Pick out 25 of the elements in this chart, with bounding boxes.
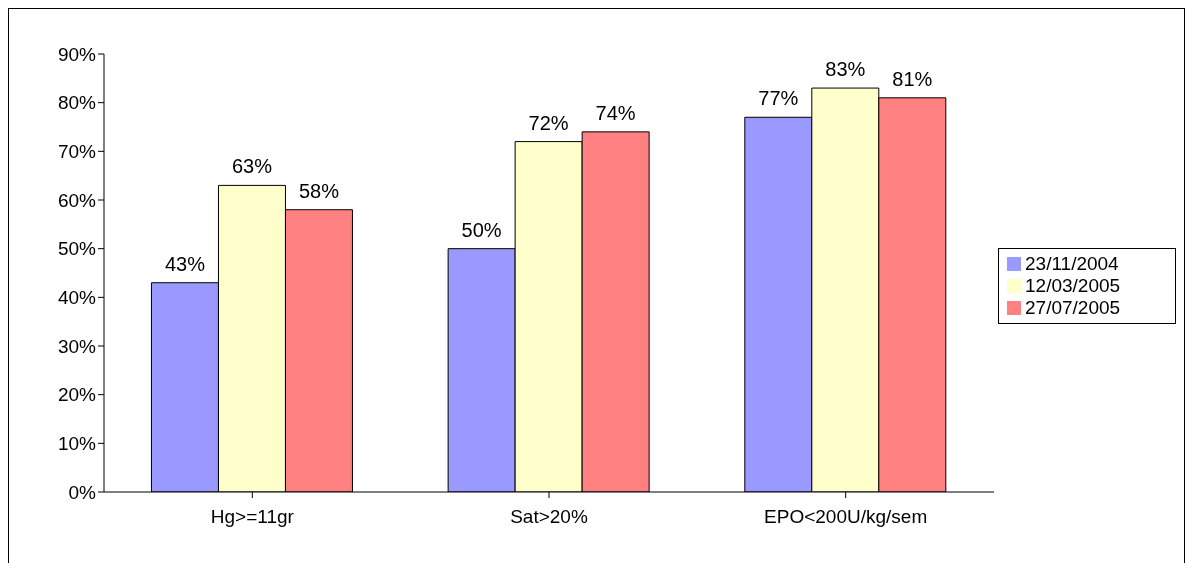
y-tick-label: 80%	[57, 92, 97, 114]
data-label: 43%	[164, 252, 206, 275]
legend-label: 12/03/2005	[1025, 274, 1121, 296]
legend-label: 23/11/2004	[1025, 252, 1119, 274]
y-tick-label: 60%	[57, 189, 97, 211]
data-label: 83%	[825, 58, 866, 81]
data-label: 81%	[892, 67, 933, 90]
data-label: 58%	[298, 179, 340, 202]
x-tick-label: Hg>=11gr	[210, 506, 295, 528]
y-tick-label: 70%	[57, 141, 97, 163]
y-tick-label: 10%	[57, 433, 97, 455]
data-label: 77%	[758, 87, 799, 110]
data-label: 72%	[528, 111, 569, 134]
y-tick-label: 50%	[57, 238, 97, 260]
x-tick-label: EPO<200U/kg/sem	[764, 506, 928, 528]
legend-label: 27/07/2005	[1025, 296, 1121, 318]
y-tick-label: 0%	[68, 481, 97, 503]
data-label: 63%	[231, 155, 273, 178]
data-label: 50%	[461, 218, 502, 241]
data-label: 74%	[595, 101, 636, 124]
y-tick-label: 90%	[57, 43, 97, 65]
y-tick-label: 40%	[57, 287, 97, 309]
x-tick-label: Sat>20%	[510, 506, 588, 528]
y-tick-label: 30%	[57, 335, 97, 357]
y-tick-label: 20%	[57, 384, 97, 406]
